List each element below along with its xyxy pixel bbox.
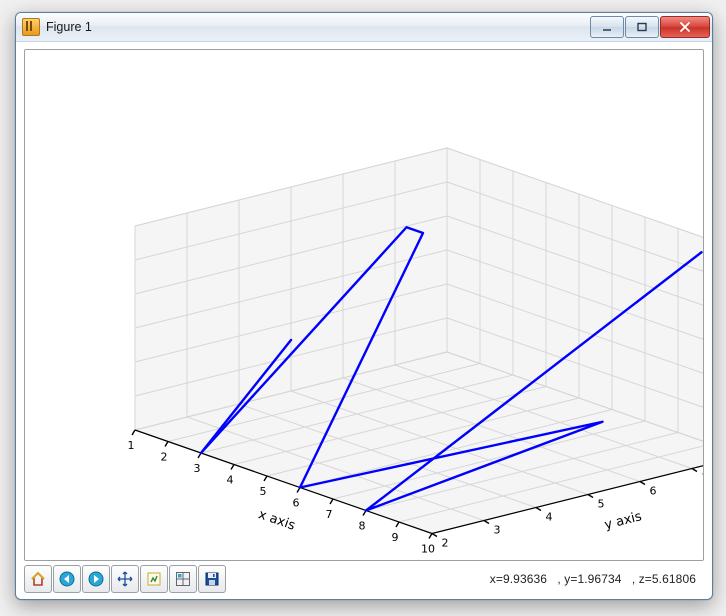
forward-button[interactable] (82, 565, 110, 593)
zoom-button[interactable] (140, 565, 168, 593)
svg-text:7: 7 (326, 508, 333, 521)
pan-button[interactable] (111, 565, 139, 593)
svg-text:x axis: x axis (256, 507, 297, 534)
svg-text:3: 3 (494, 524, 501, 537)
svg-text:10: 10 (421, 543, 435, 556)
svg-text:1: 1 (128, 439, 135, 452)
home-button[interactable] (24, 565, 52, 593)
svg-text:5: 5 (260, 485, 267, 498)
svg-text:7: 7 (702, 472, 704, 485)
window-title: Figure 1 (46, 20, 589, 34)
plot-3d[interactable]: 1234567891023456781234567x axisy axisz a… (25, 50, 703, 560)
figure-window: Figure 1 1234567891023456781234567x axis… (15, 12, 713, 600)
app-icon (22, 18, 40, 36)
svg-text:y axis: y axis (603, 509, 644, 533)
maximize-button[interactable] (625, 16, 659, 38)
svg-text:9: 9 (392, 531, 399, 544)
back-button[interactable] (53, 565, 81, 593)
svg-text:8: 8 (359, 520, 366, 533)
close-button[interactable] (660, 16, 710, 38)
svg-text:2: 2 (442, 537, 449, 550)
subplots-config-button[interactable] (169, 565, 197, 593)
coord-z: z=5.61806 (639, 572, 696, 586)
window-controls (589, 16, 710, 38)
svg-text:3: 3 (194, 462, 201, 475)
save-button[interactable] (198, 565, 226, 593)
svg-text:6: 6 (650, 485, 657, 498)
cursor-coords: x=9.93636 , y=1.96734 , z=5.61806 (490, 572, 704, 586)
svg-text:2: 2 (161, 451, 168, 464)
minimize-button[interactable] (590, 16, 624, 38)
svg-text:4: 4 (546, 511, 553, 524)
plot-canvas-frame: 1234567891023456781234567x axisy axisz a… (24, 49, 704, 561)
svg-text:6: 6 (293, 497, 300, 510)
coord-x: x=9.93636 (490, 572, 547, 586)
titlebar[interactable]: Figure 1 (16, 13, 712, 42)
nav-toolbar: x=9.93636 , y=1.96734 , z=5.61806 (24, 565, 704, 593)
svg-text:5: 5 (598, 498, 605, 511)
svg-text:4: 4 (227, 474, 234, 487)
coord-y: y=1.96734 (564, 572, 621, 586)
